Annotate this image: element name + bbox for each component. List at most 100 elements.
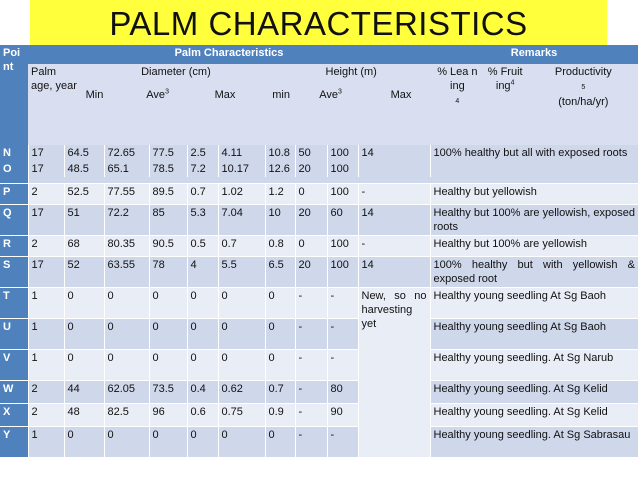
- cell-have: 0.75: [217, 402, 265, 426]
- cell-hmax: 0.7: [264, 379, 295, 403]
- cell-fruit: -: [326, 348, 358, 380]
- cell-dmax: 85: [148, 203, 187, 235]
- row-point: Y: [0, 425, 28, 457]
- table-row: P 2 52.5 77.55 89.5 0.7 1.02 1.2 0 100 -…: [0, 182, 638, 204]
- cell-dave: 80.35: [103, 234, 149, 256]
- cell-fruit: 80: [326, 379, 358, 403]
- header-diameter-min: Min: [82, 87, 144, 110]
- cell-hmax: 0: [264, 317, 295, 349]
- cell-dmin: 64.5: [63, 145, 104, 161]
- cell-have: 0: [217, 317, 265, 349]
- cell-dmin: 0: [63, 425, 104, 457]
- cell-remark: Healthy young seedling. At Sg Kelid: [429, 379, 638, 403]
- cell-remark: Healthy young seedling At Sg Baoh: [429, 286, 638, 318]
- cell-dave: 0: [103, 317, 149, 349]
- cell-age: 1: [27, 425, 64, 457]
- cell-hmax: 0: [264, 348, 295, 380]
- cell-age: 2: [27, 402, 64, 426]
- cell-remark: Healthy young seedling. At Sg Sabrasau: [429, 425, 638, 457]
- cell-remark: Healthy young seedling. At Sg Kelid: [429, 402, 638, 426]
- cell-lean: 20: [294, 255, 327, 287]
- cell-age: 2: [27, 234, 64, 256]
- cell-dave: 0: [103, 425, 149, 457]
- cell-age: 2: [27, 379, 64, 403]
- table-row: Q 17 51 72.2 85 5.3 7.04 10 20 60 14 Hea…: [0, 203, 638, 235]
- cell-have: 0: [217, 425, 265, 457]
- row-point: V: [0, 348, 28, 380]
- header-point: Poi nt: [0, 45, 28, 145]
- cell-lean: -: [294, 379, 327, 403]
- cell-dmax: 0: [148, 286, 187, 318]
- cell-remark: Healthy but 100% are yellowish: [429, 234, 638, 256]
- cell-productivity: 14: [357, 145, 430, 177]
- cell-dave: 63.55: [103, 255, 149, 287]
- cell-hmin: 0: [186, 425, 218, 457]
- row-point: X: [0, 402, 28, 426]
- cell-dave: 65.1: [103, 161, 149, 177]
- cell-hmin: 0.4: [186, 379, 218, 403]
- palm-table: Poi nt Palm Characteristics Remarks Palm…: [0, 45, 638, 457]
- table-row: N 17 64.5 72.65 77.5 2.5 4.11 10.8 50 10…: [0, 145, 638, 177]
- cell-age: 1: [27, 286, 64, 318]
- cell-lean: 0: [294, 182, 327, 204]
- header-height-max: Max: [387, 87, 434, 110]
- cell-age: 17: [27, 145, 64, 161]
- row-point: S: [0, 255, 28, 287]
- cell-dave: 72.2: [103, 203, 149, 235]
- cell-fruit: 100: [326, 145, 358, 161]
- header-height-min: min: [269, 87, 317, 110]
- cell-dmax: 0: [148, 425, 187, 457]
- cell-fruit: -: [326, 286, 358, 318]
- cell-dave: 62.05: [103, 379, 149, 403]
- header-diameter: Diameter (cm): [82, 64, 270, 87]
- table-row: Y 1 0 0 0 0 0 0 - - Healthy young seedli…: [0, 425, 638, 457]
- cell-dmax: 89.5: [148, 182, 187, 204]
- cell-hmin: 4: [186, 255, 218, 287]
- cell-lean: -: [294, 402, 327, 426]
- cell-age: 17: [27, 203, 64, 235]
- cell-hmin: 2.5: [186, 145, 218, 161]
- cell-hmin: 7.2: [186, 161, 218, 177]
- cell-have: 0.62: [217, 379, 265, 403]
- cell-have: 4.11: [217, 145, 265, 161]
- cell-productivity: -: [357, 234, 430, 256]
- cell-hmin: 0: [186, 286, 218, 318]
- cell-remark: Healthy young seedling. At Sg Narub: [429, 348, 638, 380]
- table-row: S 17 52 63.55 78 4 5.5 6.5 20 100 14 100…: [0, 255, 638, 287]
- cell-remark: Healthy but yellowish: [429, 182, 638, 204]
- row-point: R: [0, 234, 28, 256]
- cell-fruit: 90: [326, 402, 358, 426]
- cell-have: 1.02: [217, 182, 265, 204]
- header-diameter-ave: Ave3: [143, 87, 212, 110]
- row-point: W: [0, 379, 28, 403]
- cell-lean: 20: [294, 203, 327, 235]
- cell-dmin: 51: [63, 203, 104, 235]
- page-title: PALM CHARACTERISTICS: [109, 5, 528, 42]
- cell-lean: -: [294, 425, 327, 457]
- cell-dmax: 73.5: [148, 379, 187, 403]
- cell-hmin: 0.5: [186, 234, 218, 256]
- cell-hmax: 1.2: [264, 182, 295, 204]
- cell-dmax: 90.5: [148, 234, 187, 256]
- cell-dave: 72.65: [103, 145, 149, 161]
- cell-dmin: 68: [63, 234, 104, 256]
- cell-remark: 100% healthy but with yellowish & expose…: [429, 255, 638, 287]
- cell-have: 10.17: [217, 161, 265, 177]
- cell-lean: 50: [294, 145, 327, 161]
- cell-dmin: 0: [63, 348, 104, 380]
- cell-hmax: 0: [264, 286, 295, 318]
- header-productivity: Productivity 5 (ton/ha/yr): [528, 64, 638, 110]
- cell-dmin: 0: [63, 286, 104, 318]
- cell-productivity: -: [357, 182, 430, 204]
- cell-dmin: 48: [63, 402, 104, 426]
- header-palm-characteristics: Palm Characteristics: [28, 45, 430, 64]
- cell-dmax: 78.5: [148, 161, 187, 177]
- row-point: O: [0, 161, 28, 177]
- cell-hmin: 0: [186, 317, 218, 349]
- cell-dmax: 77.5: [148, 145, 187, 161]
- cell-fruit: 100: [326, 161, 358, 177]
- cell-age: 1: [27, 348, 64, 380]
- row-point: U: [0, 317, 28, 349]
- table-row: W 2 44 62.05 73.5 0.4 0.62 0.7 - 80 Heal…: [0, 379, 638, 403]
- row-point: T: [0, 286, 28, 318]
